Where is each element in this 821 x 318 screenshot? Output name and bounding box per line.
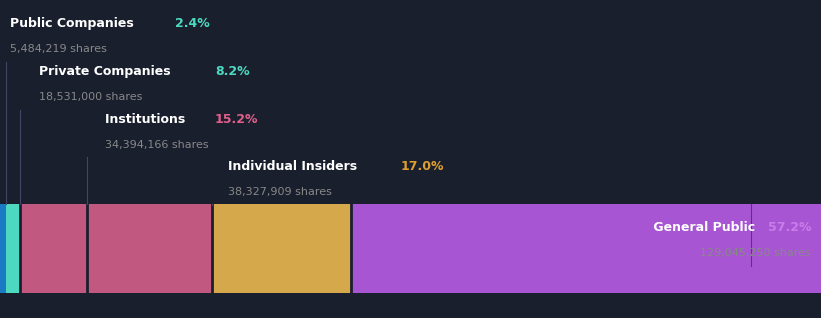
Bar [212,204,351,293]
Text: 38,327,909 shares: 38,327,909 shares [228,187,333,197]
Text: 34,394,166 shares: 34,394,166 shares [105,140,209,150]
Text: 5,484,219 shares: 5,484,219 shares [10,44,107,54]
Text: 2.4%: 2.4% [175,17,210,30]
Text: 129,045,250 shares: 129,045,250 shares [700,248,811,258]
Text: 18,531,000 shares: 18,531,000 shares [39,92,143,102]
Bar [0,204,6,293]
Text: General Public: General Public [649,221,755,234]
Text: Individual Insiders: Individual Insiders [228,161,362,173]
Bar [87,204,212,293]
Bar [20,204,87,293]
Bar [0,204,20,293]
Text: Private Companies: Private Companies [39,65,176,78]
Text: 15.2%: 15.2% [214,113,258,126]
Text: 17.0%: 17.0% [401,161,444,173]
Text: Institutions: Institutions [105,113,190,126]
Text: 8.2%: 8.2% [215,65,250,78]
Text: 57.2%: 57.2% [768,221,811,234]
Text: Public Companies: Public Companies [10,17,138,30]
Bar [351,204,821,293]
